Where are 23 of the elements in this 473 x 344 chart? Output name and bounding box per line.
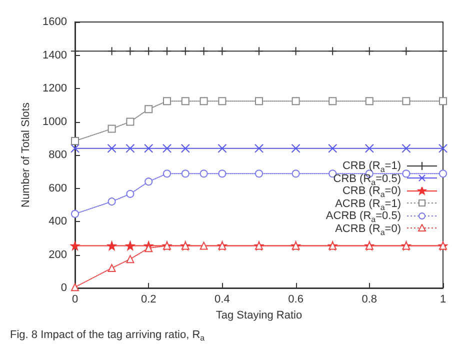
x-tick-label: 0.8 [362, 294, 378, 306]
y-tick-label: 400 [48, 216, 67, 228]
y-tick-label: 1000 [42, 116, 67, 128]
x-tick-label: 0.4 [214, 294, 230, 306]
legend-label: CRB (R$_{a}$=0.5) [333, 172, 401, 187]
legend-label: CRB (R$_{a}$=1) [342, 160, 401, 174]
legend-label: ACRB (R$_{a}$=1) [335, 198, 401, 212]
legend-label: CRB (R$_{a}$=0) [342, 185, 401, 200]
y-tick-label: 600 [48, 182, 67, 194]
y-tick-label: 1400 [42, 49, 67, 62]
y-tick-label: 800 [48, 149, 67, 161]
x-tick-label: 1 [440, 294, 446, 306]
y-axis-title: Number of Total Slots [20, 102, 32, 208]
x-tick-label: 0 [72, 294, 78, 306]
y-tick-label: 1600 [42, 16, 67, 28]
y-tick-label: 1200 [42, 82, 67, 94]
x-tick-label: 0.6 [288, 294, 304, 306]
x-axis-title: Tag Staying Ratio [216, 309, 302, 322]
legend-label: ACRB (R$_{a}$=0) [335, 222, 401, 237]
y-tick-label: 0 [60, 282, 67, 294]
y-tick-label: 200 [48, 248, 67, 261]
legend-label: ACRB (R$_{a}$=0.5) [326, 210, 401, 224]
x-tick-label: 0.2 [140, 294, 156, 306]
